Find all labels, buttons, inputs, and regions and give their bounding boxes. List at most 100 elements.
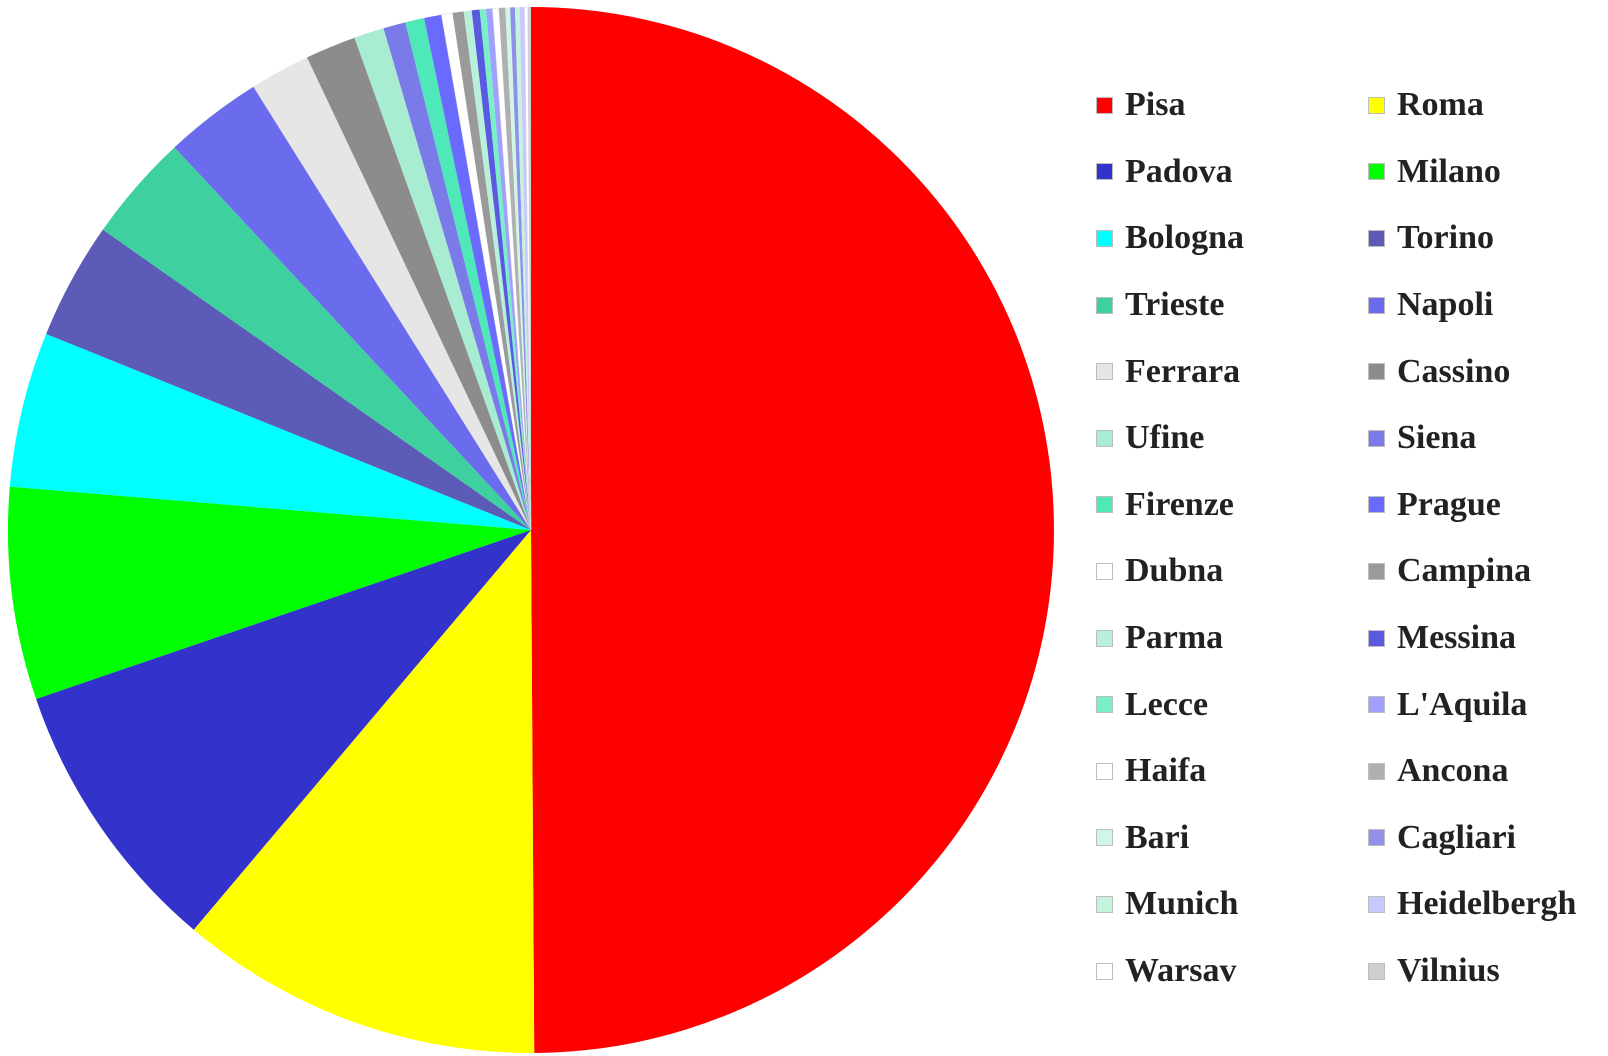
legend-item: Cassino [1368,338,1608,405]
legend-item: Munich [1096,871,1368,938]
legend-item: Milano [1368,139,1608,206]
legend-swatch [1096,363,1113,381]
legend-item: Messina [1368,605,1608,672]
legend-label: Firenze [1125,485,1234,523]
legend-swatch [1096,96,1113,114]
legend-swatch [1368,296,1385,314]
legend-label: Dubna [1125,552,1224,590]
legend-item: Haifa [1096,738,1368,805]
pie-slice-ferrara [253,57,531,530]
pie-slice-cagliari [510,7,531,530]
pie-slice-ancona [498,7,531,530]
legend-swatch [1096,296,1113,314]
legend-label: Cassino [1397,352,1511,390]
legend-swatch [1096,762,1113,780]
legend-label: Heidelbergh [1397,885,1577,923]
legend-swatch [1368,96,1385,114]
pie-plot [8,6,1054,1053]
legend-swatch [1096,962,1113,980]
legend-swatch [1096,229,1113,247]
pie-slice-siena [383,22,531,530]
legend-label: L'Aquila [1397,685,1528,723]
pie-slice-vilnius [527,7,531,530]
legend-label: Trieste [1125,286,1225,324]
legend-swatch [1368,163,1385,181]
legend-item: Heidelbergh [1368,871,1608,938]
legend-label: Bari [1125,818,1190,856]
legend-swatch [1368,962,1385,980]
legend-label: Padova [1125,152,1233,190]
legend-label: Prague [1397,485,1501,523]
legend-item: Campina [1368,538,1608,605]
legend-swatch [1096,829,1113,847]
legend-swatch [1368,562,1385,580]
legend-item: Napoli [1368,272,1608,339]
pie-slice-parma [463,10,531,530]
legend-swatch [1096,496,1113,514]
pie-slice-munich [514,7,531,531]
legend-label: Vilnius [1397,952,1500,990]
legend-label: Ferrara [1125,352,1241,390]
legend-item: Prague [1368,472,1608,539]
legend-item: Torino [1368,205,1608,272]
pie-slice-haifa [492,7,532,531]
pie-slice-firenze [405,18,531,531]
legend-item: Bari [1096,805,1368,872]
legend: Pisa Roma Padova Milano Bologna Torino Trieste… [1096,72,1608,1004]
legend-item: Firenze [1096,472,1368,539]
pie-slice-l-aquila [486,8,531,531]
legend-label: Pisa [1125,86,1186,124]
legend-swatch [1368,829,1385,847]
pie-slice-torino [46,229,531,530]
legend-swatch [1096,562,1113,580]
legend-swatch [1096,429,1113,447]
legend-label: Cagliari [1397,818,1516,856]
pie-slice-ufine [354,28,531,530]
legend-swatch [1096,895,1113,913]
legend-item: Ferrara [1096,338,1368,405]
legend-item: Pisa [1096,72,1368,139]
pie-slice-campina [452,11,531,531]
pie-slice-milano [8,486,531,699]
pie-slice-cassino [306,37,531,530]
pie-slice-dubna [441,12,532,531]
legend-item: Dubna [1096,538,1368,605]
pie-slice-pisa [531,7,1054,1053]
legend-label: Lecce [1125,685,1209,723]
legend-label: Roma [1397,86,1484,124]
legend-swatch [1368,629,1385,647]
pie-slice-warsav [524,6,532,531]
legend-item: Cagliari [1368,805,1608,872]
pie-slice-napoli [174,86,532,531]
legend-item: Vilnius [1368,938,1608,1005]
legend-label: Munich [1125,885,1239,923]
legend-label: Ancona [1397,752,1509,790]
legend-label: Napoli [1397,286,1494,324]
legend-item: Parma [1096,605,1368,672]
legend-item: Bologna [1096,205,1368,272]
pie-slice-bologna [9,333,532,530]
legend-item: Lecce [1096,671,1368,738]
pie-slice-bari [505,7,531,531]
legend-swatch [1368,895,1385,913]
legend-item: Padova [1096,139,1368,206]
legend-item: Ufine [1096,405,1368,472]
legend-swatch [1368,363,1385,381]
legend-label: Haifa [1125,752,1207,790]
legend-swatch [1368,762,1385,780]
pie-slice-lecce [479,8,531,530]
legend-swatch [1096,696,1113,714]
legend-label: Campina [1397,552,1532,590]
legend-item: Trieste [1096,272,1368,339]
legend-label: Parma [1125,619,1224,657]
legend-item: Roma [1368,72,1608,139]
legend-item: Siena [1368,405,1608,472]
pie-slice-padova [36,530,531,930]
legend-item: L'Aquila [1368,671,1608,738]
legend-label: Bologna [1125,219,1245,257]
legend-label: Messina [1397,619,1516,657]
legend-swatch [1096,629,1113,647]
legend-swatch [1368,229,1385,247]
pie-slice-messina [471,9,531,530]
